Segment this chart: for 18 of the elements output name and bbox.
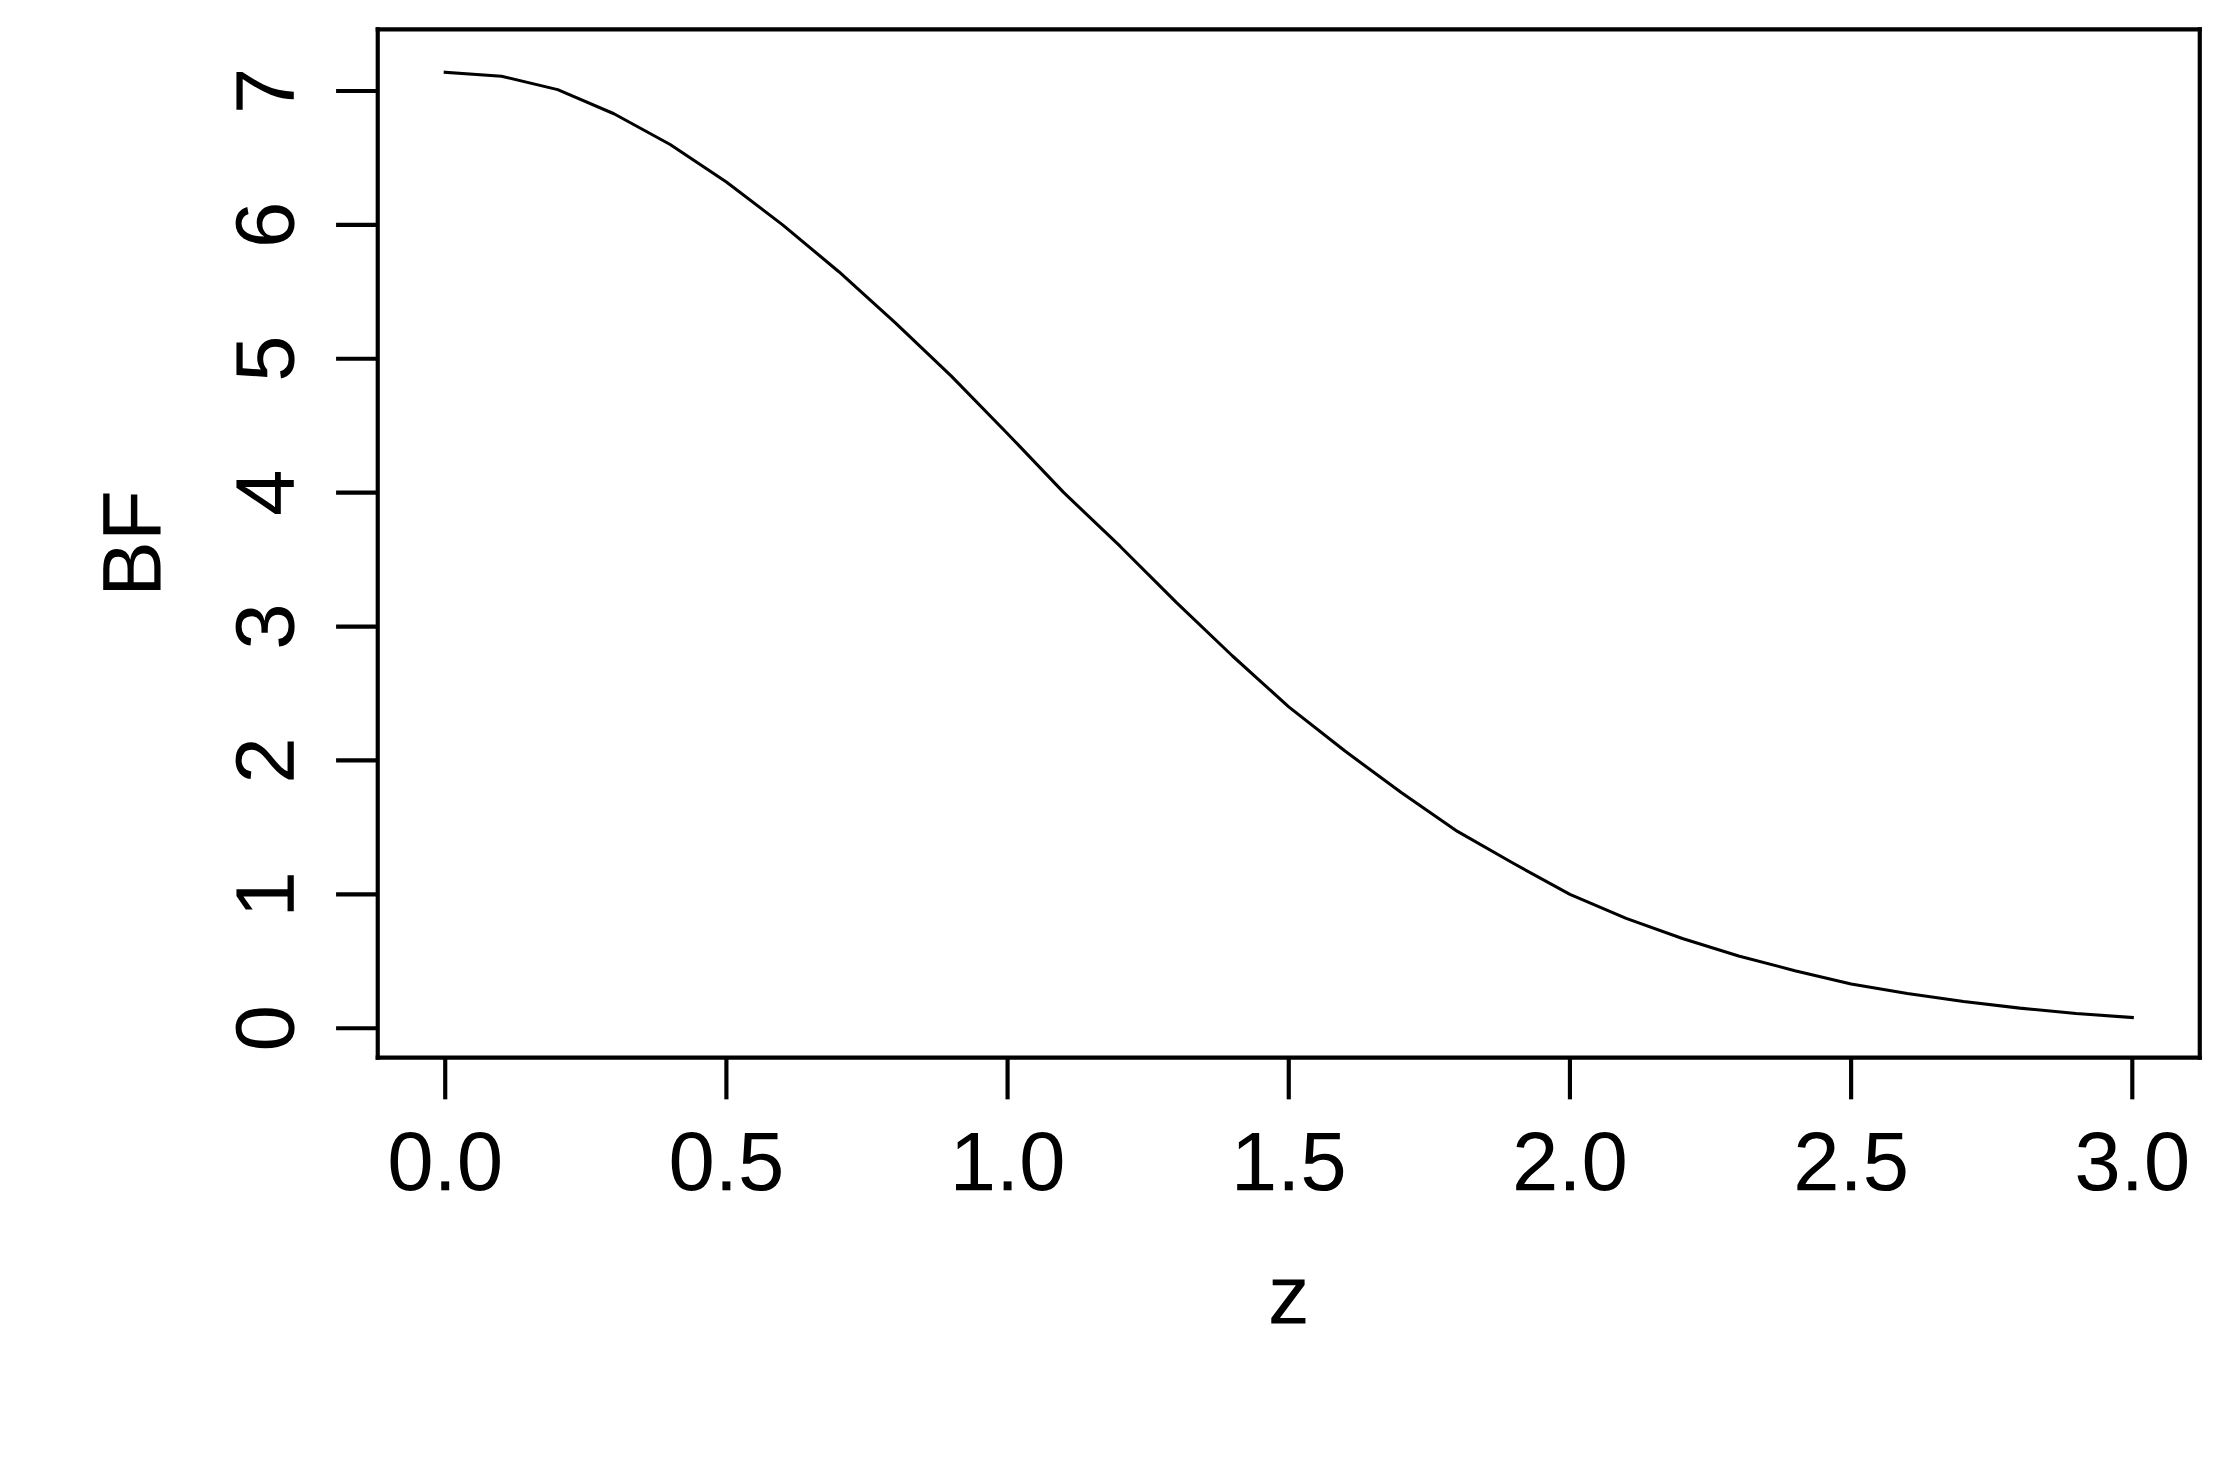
y-tick-label: 6 xyxy=(235,205,295,244)
x-axis-title: z xyxy=(1271,1279,1306,1324)
y-tick-label: 0 xyxy=(235,1008,295,1049)
x-tick-label: 1.0 xyxy=(956,1132,1063,1192)
y-tick-label: 3 xyxy=(235,607,295,647)
x-tick-label: 0.0 xyxy=(390,1132,500,1192)
y-tick-label: 2 xyxy=(235,741,294,780)
line-series xyxy=(443,70,2134,1020)
y-tick-label: 7 xyxy=(236,71,294,110)
y-tick-label: 4 xyxy=(236,471,294,514)
y-tick-label: 5 xyxy=(236,339,295,379)
x-tick-label: 0.5 xyxy=(671,1132,781,1192)
x-tick-label: 2.0 xyxy=(1516,1132,1625,1192)
y-axis-title: BF xyxy=(103,493,161,590)
y-tick-label: 1 xyxy=(236,875,294,912)
x-tick-label: 3.0 xyxy=(2077,1132,2187,1192)
x-tick-label: 2.5 xyxy=(1797,1132,1906,1192)
x-tick-label: 1.5 xyxy=(1237,1132,1344,1192)
